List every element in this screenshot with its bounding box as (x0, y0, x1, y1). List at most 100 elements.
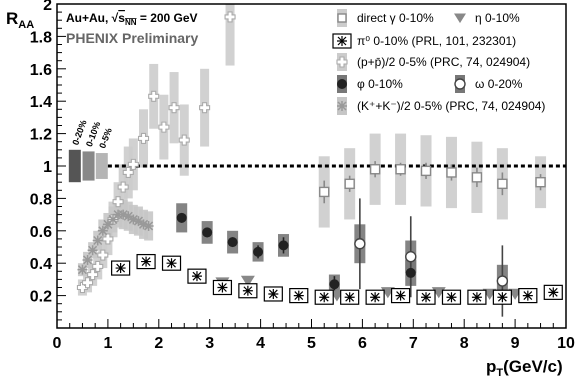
data-point (102, 219, 113, 230)
data-point (187, 268, 207, 284)
data-point (314, 289, 334, 305)
data-point (329, 279, 340, 290)
data-point (117, 181, 129, 193)
data-point (454, 13, 466, 24)
data-point (395, 164, 406, 175)
data-point (405, 267, 416, 278)
norm-box (95, 153, 108, 179)
sys-band (225, 4, 235, 66)
data-point (81, 277, 94, 289)
x-tick-label: 0 (53, 335, 62, 352)
data-point (87, 268, 99, 281)
collision-label: Au+Au, √sNN = 200 GeV (66, 11, 198, 27)
data-markers (76, 11, 563, 305)
data-point (337, 101, 347, 111)
x-axis-label: pT(GeV/c) (486, 357, 563, 379)
data-point (137, 132, 150, 145)
x-tick-label: 3 (205, 335, 214, 352)
x-axis-label-main: p (486, 357, 496, 376)
data-point (122, 166, 134, 179)
data-point (92, 235, 103, 246)
data-point (161, 255, 182, 271)
y-tick-label: 1.2 (30, 127, 52, 144)
data-point (212, 279, 233, 296)
data-point (278, 240, 289, 251)
data-point (77, 264, 88, 275)
legend-entry: π⁰ 0-10% (PRL, 101, 232301) (357, 34, 516, 48)
data-point (168, 102, 180, 114)
data-point (227, 237, 238, 248)
data-point (202, 227, 213, 238)
data-point (253, 246, 264, 257)
legend-entry: direct γ 0-10% (357, 11, 434, 25)
data-point (416, 289, 436, 305)
norm-box (82, 151, 95, 181)
y-axis-label-sub: AA (18, 19, 34, 31)
data-point (158, 121, 170, 133)
data-point (97, 249, 109, 261)
legend-entry: φ 0-10% (357, 77, 403, 91)
data-point (337, 79, 347, 89)
x-tick-label: 2 (154, 335, 163, 352)
y-tick-label: 0.2 (30, 289, 52, 306)
data-point (87, 245, 98, 256)
axes (56, 3, 567, 329)
data-point (405, 251, 417, 263)
y-tick-label: 2 (43, 0, 52, 14)
data-point (148, 90, 160, 102)
data-point (92, 260, 104, 272)
legend-entry: (p+p̄)/2 0-5% (PRC, 74, 024904) (357, 55, 530, 69)
data-point (107, 214, 118, 225)
data-point (337, 13, 347, 23)
data-point (111, 260, 131, 276)
data-point (441, 289, 462, 305)
legend-entry: (K⁺+K⁻)/2 0-5% (PRC, 74, 024904) (357, 99, 545, 113)
x-tick-label: 5 (307, 335, 316, 352)
x-tick-label: 6 (358, 335, 367, 352)
data-point (240, 275, 255, 287)
chart-subtitle: PHENIX Preliminary (66, 30, 198, 46)
data-point (336, 56, 348, 68)
y-tick-label: 1 (43, 159, 52, 176)
x-axis-label-rest: (GeV/c) (503, 357, 563, 376)
data-point (471, 172, 483, 183)
data-point (178, 134, 190, 146)
data-point (369, 164, 381, 175)
data-point (133, 216, 144, 227)
data-point (102, 233, 114, 245)
legend: direct γ 0-10% η 0-10% π⁰ 0-10% (PRL, 101,… (332, 9, 545, 115)
y-tick-label: 0.4 (30, 256, 52, 273)
data-point (496, 275, 509, 287)
data-point (123, 211, 134, 222)
data-point (340, 289, 360, 305)
data-point (454, 78, 466, 90)
data-point (446, 167, 457, 178)
y-axis-label: RAA (6, 9, 34, 31)
tick-labels: 0 1 2 3 4 5 6 7 8 9 10 0.2 0.4 0.6 0.8 1 1.2 1.4 1.6 1.8 2 (30, 0, 575, 352)
data-point (238, 283, 258, 299)
x-tick-label: 8 (460, 335, 469, 352)
data-point (420, 165, 432, 177)
data-point (138, 219, 149, 230)
data-point (113, 209, 124, 220)
data-point (289, 288, 309, 304)
data-point (136, 253, 156, 270)
data-point (365, 289, 385, 305)
data-point (354, 238, 366, 250)
data-point (118, 209, 129, 220)
norm-box (68, 149, 81, 183)
data-point (176, 212, 187, 223)
data-point (82, 254, 93, 265)
x-tick-label: 9 (511, 335, 520, 352)
data-point (332, 33, 352, 49)
data-point (128, 214, 139, 225)
y-tick-label: 0.8 (30, 191, 52, 208)
data-point (518, 288, 538, 304)
sqrt-sign: √ (112, 11, 119, 25)
data-point (143, 220, 154, 231)
x-tick-label: 4 (256, 335, 265, 352)
x-tick-label: 10 (557, 335, 575, 352)
data-point (127, 158, 139, 170)
data-point (76, 281, 88, 294)
